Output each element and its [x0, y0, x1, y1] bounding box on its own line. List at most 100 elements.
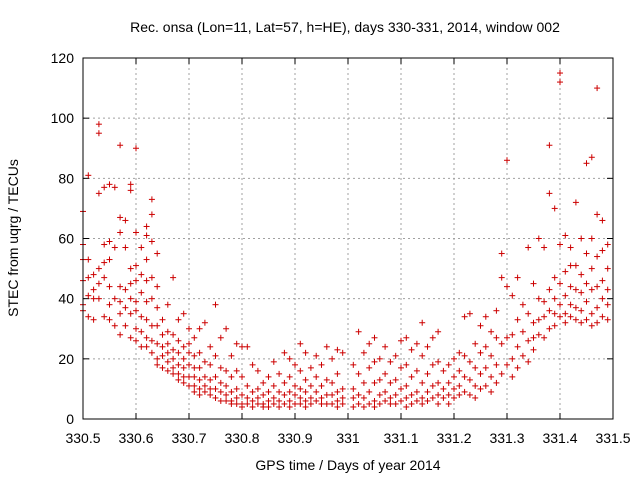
data-point [535, 316, 542, 323]
data-point [424, 343, 431, 350]
data-point [376, 391, 383, 398]
data-point [170, 331, 177, 338]
data-point [424, 388, 431, 395]
data-point [398, 385, 404, 392]
data-point [196, 385, 203, 392]
data-point [572, 199, 579, 206]
data-point [546, 286, 553, 293]
data-point [217, 379, 224, 386]
data-point [85, 256, 92, 263]
data-point [106, 181, 113, 188]
data-point [154, 322, 161, 329]
data-point [159, 364, 166, 371]
data-point [429, 394, 436, 401]
data-point [456, 349, 463, 356]
data-point [355, 370, 362, 377]
data-point [350, 385, 357, 392]
data-point [217, 334, 224, 341]
data-point [270, 358, 277, 365]
x-tick-label: 330.5 [65, 430, 100, 446]
data-point [106, 256, 113, 263]
data-point [599, 313, 606, 320]
data-point [355, 391, 362, 398]
data-point [302, 349, 309, 356]
data-point [170, 364, 177, 371]
data-point [599, 217, 606, 224]
data-point [90, 316, 97, 323]
data-point [297, 340, 304, 347]
data-point [180, 310, 187, 317]
data-point [498, 250, 505, 257]
data-point [572, 316, 579, 323]
data-point [244, 394, 251, 401]
data-point [546, 307, 553, 314]
data-point [514, 274, 521, 281]
data-point [557, 241, 563, 248]
data-point [175, 337, 182, 344]
data-point [588, 310, 595, 317]
data-point [567, 262, 574, 269]
data-point [604, 265, 611, 272]
data-point [207, 361, 214, 368]
data-point [233, 394, 240, 401]
data-point [127, 265, 134, 272]
data-point [148, 295, 155, 302]
data-point [212, 385, 219, 392]
data-point [90, 295, 97, 302]
data-point [164, 301, 171, 308]
data-point [292, 400, 298, 407]
data-point [180, 373, 187, 380]
data-point [604, 301, 611, 308]
data-point [355, 400, 362, 407]
data-point [228, 388, 235, 395]
data-point [138, 343, 145, 350]
data-point [101, 241, 108, 248]
data-point [578, 235, 585, 242]
data-point [329, 391, 336, 398]
data-point [588, 286, 595, 293]
data-point [482, 364, 489, 371]
data-point [329, 379, 336, 386]
data-point [562, 292, 569, 299]
data-point [318, 382, 325, 389]
data-point [201, 388, 208, 395]
data-point [530, 334, 537, 341]
data-point [307, 382, 314, 389]
data-point [493, 307, 500, 314]
x-tick-label: 331.4 [542, 430, 577, 446]
data-point [525, 244, 532, 251]
data-point [106, 316, 113, 323]
data-point [249, 403, 256, 410]
data-point [133, 262, 139, 269]
x-tick-label: 331.5 [595, 430, 630, 446]
data-point [101, 259, 108, 266]
data-point [260, 391, 267, 398]
data-point [292, 361, 298, 368]
data-point [567, 244, 574, 251]
data-point [212, 394, 219, 401]
data-point [440, 385, 447, 392]
data-point [148, 337, 155, 344]
data-point [604, 316, 611, 323]
data-point [286, 388, 293, 395]
data-point [307, 394, 314, 401]
data-point [260, 403, 267, 410]
data-point [313, 373, 320, 380]
data-point [403, 403, 410, 410]
data-point [424, 370, 431, 377]
data-point [95, 280, 102, 287]
data-point [572, 286, 579, 293]
data-point [127, 334, 134, 341]
x-tick-label: 330.9 [277, 430, 312, 446]
data-point [111, 322, 118, 329]
data-point [85, 274, 92, 281]
data-point [154, 361, 161, 368]
data-point [127, 280, 134, 287]
data-point [594, 319, 601, 326]
data-point [117, 331, 124, 338]
data-point [488, 373, 495, 380]
data-point [578, 271, 585, 278]
data-point [323, 343, 330, 350]
data-point [403, 394, 410, 401]
data-point [313, 352, 320, 359]
